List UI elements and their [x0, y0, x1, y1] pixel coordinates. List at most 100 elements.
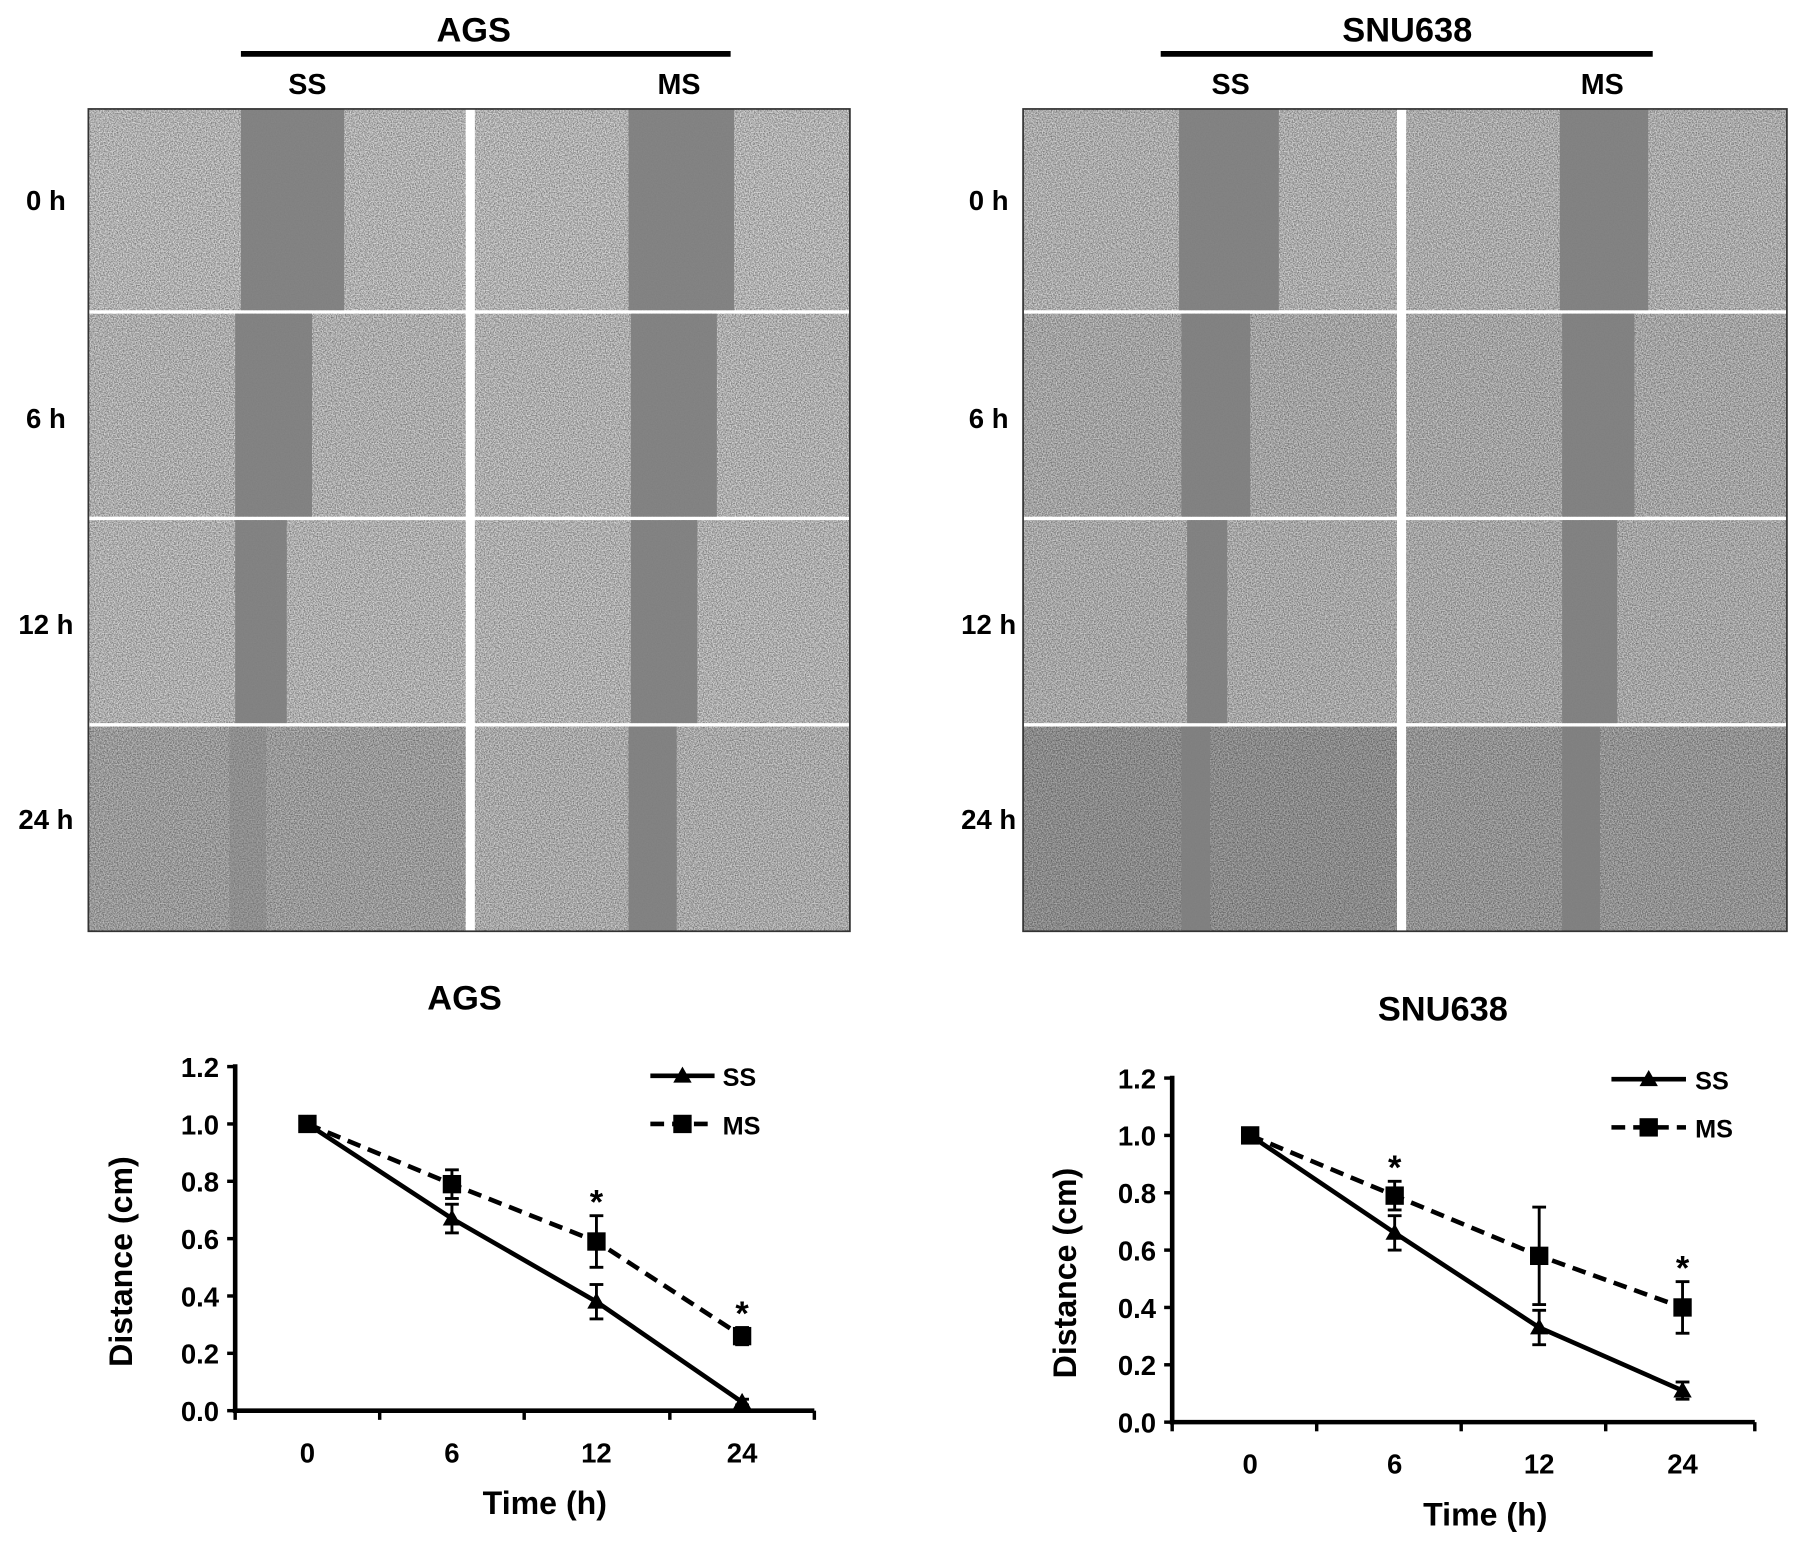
- y-tick-label: 1.0: [181, 1109, 219, 1140]
- y-tick-label: 1.0: [1118, 1121, 1156, 1152]
- micrograph-ss-0h: [1023, 108, 1397, 311]
- x-tick-label: 12: [1524, 1449, 1555, 1480]
- legend-label: SS: [1695, 1068, 1729, 1096]
- series-line: [1249, 1133, 1684, 1310]
- data-point: [1530, 1246, 1549, 1266]
- data-point: [732, 1326, 752, 1346]
- micrograph-ss-0h: [88, 108, 466, 311]
- wound-gap: [1181, 726, 1211, 932]
- row-label: 12 h: [961, 609, 1016, 640]
- micrograph-ms-6h: [1406, 313, 1787, 517]
- data-point: [1673, 1381, 1692, 1398]
- data-point: [1530, 1318, 1549, 1335]
- series-ss: SS: [1240, 1068, 1729, 1401]
- chart-title: SNU638: [1378, 991, 1508, 1029]
- chart-ags: AGS 0.0 0.2 0.4 0.6 0.8 1.0 1.2 0 6 12 24 Time (h) Di…: [103, 979, 817, 1521]
- legend-marker: [673, 1066, 692, 1083]
- row-label: 24 h: [18, 804, 73, 835]
- series-ms: MS: [1240, 1116, 1733, 1335]
- significance-star: *: [590, 1183, 604, 1221]
- panel-title: AGS: [436, 11, 511, 49]
- row-label: 6 h: [26, 403, 66, 434]
- wound-gap: [229, 726, 267, 932]
- x-tick-label: 24: [1667, 1449, 1698, 1480]
- data-point: [442, 1174, 462, 1194]
- legend-marker: [1639, 1118, 1658, 1137]
- panel-border: [87, 108, 851, 933]
- data-point: [732, 1392, 752, 1409]
- column-label-ms: MS: [1581, 69, 1624, 101]
- micrograph-ss-12h: [1023, 520, 1397, 724]
- wound-gap: [235, 520, 287, 724]
- data-point: [587, 1292, 606, 1309]
- wound-gap: [1187, 520, 1228, 724]
- panel-title: SNU638: [1342, 11, 1472, 49]
- series-ms: MS: [298, 1112, 761, 1347]
- y-tick-label: 0.6: [1118, 1235, 1156, 1266]
- wound-gap: [628, 108, 735, 311]
- x-axis-label: Time (h): [483, 1485, 607, 1521]
- series-line: [306, 1122, 744, 1404]
- row-label: 6 h: [969, 403, 1009, 434]
- data-point: [1385, 1186, 1404, 1205]
- x-tick-label: 12: [581, 1437, 612, 1468]
- significance-star: *: [735, 1295, 749, 1333]
- x-tick-label: 6: [444, 1437, 459, 1468]
- y-tick-label: 1.2: [181, 1052, 219, 1083]
- y-tick-label: 0.4: [1118, 1293, 1157, 1324]
- legend-label: MS: [1695, 1116, 1733, 1144]
- wound-gap: [630, 520, 698, 724]
- micrograph-ms-12h: [1406, 520, 1787, 724]
- data-point: [587, 1232, 606, 1251]
- series-ss: SS: [298, 1064, 756, 1409]
- data-point: [1385, 1223, 1404, 1240]
- wound-gap: [628, 726, 677, 932]
- series-line: [306, 1121, 744, 1339]
- micrograph-ms-0h: [474, 108, 850, 311]
- x-axis-label: Time (h): [1423, 1496, 1547, 1532]
- y-tick-label: 0.6: [181, 1224, 219, 1255]
- significance-star: *: [1388, 1149, 1402, 1187]
- row-label: 24 h: [961, 804, 1016, 835]
- micrograph-ss-12h: [88, 520, 466, 724]
- series-line: [1248, 1133, 1684, 1393]
- x-tick-label: 6: [1387, 1449, 1402, 1480]
- x-tick-label: 0: [300, 1437, 315, 1468]
- wound-gap: [240, 108, 345, 311]
- chart-snu638: SNU638 0.0 0.2 0.4 0.6 0.8 1.0 1.2 0 6 12 24 Time (h…: [1047, 991, 1757, 1532]
- x-tick-label: 0: [1243, 1449, 1258, 1480]
- column-label-ms: MS: [658, 69, 701, 101]
- micrograph-panel-snu638: SNU638 SS MS 0 h 6 h 12 h 24 h: [961, 11, 1788, 933]
- y-tick-label: 0.8: [181, 1167, 219, 1198]
- wound-gap: [1181, 313, 1251, 517]
- legend-marker: [1639, 1070, 1658, 1087]
- wound-gap: [1562, 313, 1635, 517]
- data-point: [298, 1114, 317, 1134]
- wound-gap: [1562, 726, 1600, 932]
- row-label: 0 h: [26, 185, 66, 216]
- y-tick-label: 0.0: [181, 1396, 219, 1427]
- wound-gap: [1562, 520, 1618, 724]
- y-axis-label: Distance (cm): [103, 1156, 139, 1367]
- chart-title: AGS: [427, 979, 502, 1017]
- column-label-ss: SS: [1212, 69, 1250, 101]
- y-axis-label: Distance (cm): [1047, 1168, 1083, 1379]
- legend-label: MS: [723, 1112, 761, 1140]
- y-tick-label: 0.8: [1118, 1178, 1156, 1209]
- micrograph-ss-6h: [88, 313, 466, 517]
- micrograph-ms-6h: [474, 313, 850, 517]
- micrograph-ss-24h: [88, 726, 466, 932]
- wound-gap: [1559, 108, 1649, 311]
- y-tick-label: 0.2: [1118, 1350, 1156, 1381]
- micrograph-ms-24h: [474, 726, 850, 932]
- micrograph-ss-6h: [1023, 313, 1397, 517]
- panel-border: [1022, 108, 1788, 933]
- data-point: [442, 1209, 462, 1226]
- legend-marker: [673, 1114, 692, 1134]
- micrograph-ms-12h: [474, 520, 850, 724]
- significance-star: *: [1676, 1249, 1690, 1287]
- row-label: 0 h: [969, 185, 1009, 216]
- column-label-ss: SS: [288, 69, 326, 101]
- data-point: [1673, 1298, 1692, 1317]
